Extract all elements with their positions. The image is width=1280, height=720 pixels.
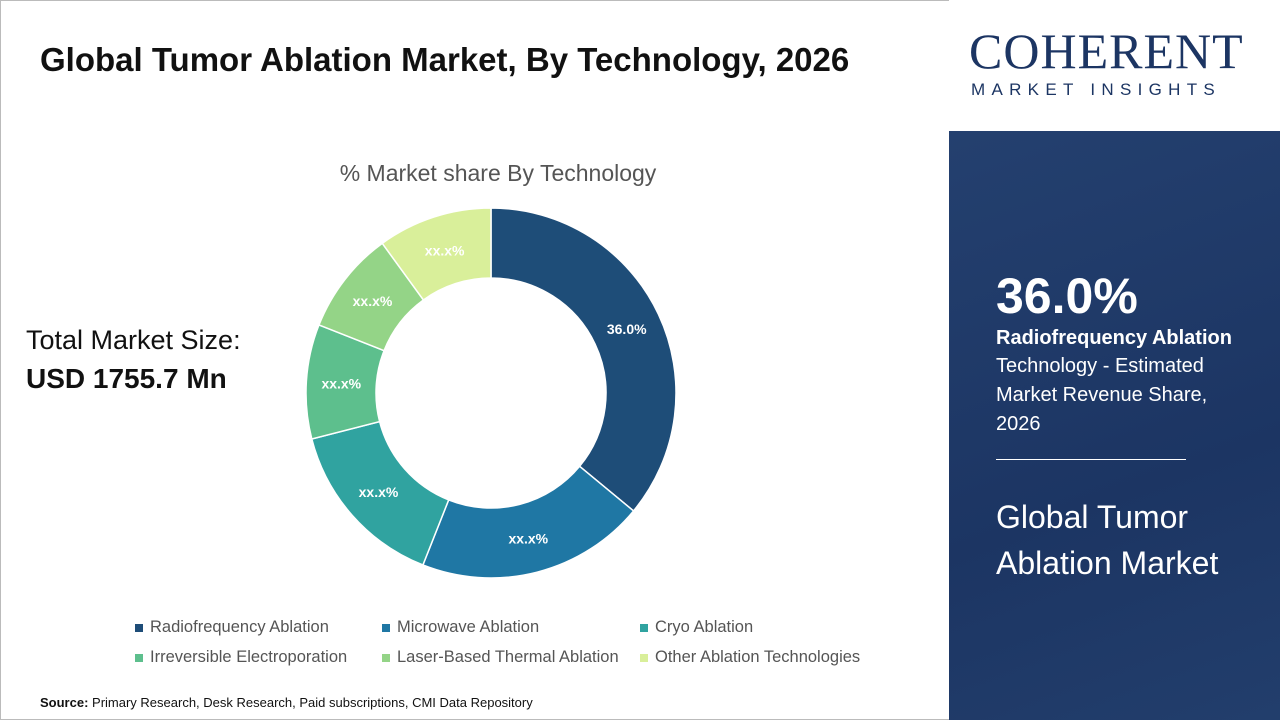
legend-swatch <box>382 653 390 662</box>
highlight-panel: 36.0% Radiofrequency Ablation Technology… <box>949 131 1280 720</box>
legend-item: Cryo Ablation <box>640 617 753 637</box>
source-label: Source: <box>40 695 89 710</box>
data-label: xx.x% <box>425 242 465 258</box>
legend-swatch <box>640 623 648 632</box>
legend-item: Radiofrequency Ablation <box>135 617 329 637</box>
chart-title: % Market share By Technology <box>339 160 657 186</box>
divider <box>996 459 1186 460</box>
slice-radiofrequency-ablation <box>490 207 677 512</box>
data-label: xx.x% <box>353 293 393 309</box>
slice-other-ablation-technologies <box>381 207 492 302</box>
legend-swatch <box>382 623 390 632</box>
legend-item: Irreversible Electroporation <box>135 647 347 667</box>
data-label: xx.x% <box>321 376 361 392</box>
legend-item: Microwave Ablation <box>382 617 539 637</box>
highlight-description: Technology - Estimated Market Revenue Sh… <box>996 355 1208 435</box>
side-panel: COHERENT MARKET INSIGHTS 36.0% Radiofreq… <box>949 0 1280 720</box>
source-note: Source: Primary Research, Desk Research,… <box>40 695 533 710</box>
data-label: xx.x% <box>508 530 548 546</box>
highlight-segment: Radiofrequency Ablation <box>996 327 1232 349</box>
data-label: 36.0% <box>607 321 647 337</box>
legend-item: Laser-Based Thermal Ablation <box>382 647 619 667</box>
source-text: Primary Research, Desk Research, Paid su… <box>88 695 533 710</box>
donut-chart: 36.0% xx.x% xx.x% xx.x% xx.x% xx.x% <box>305 207 677 579</box>
legend-label: Microwave Ablation <box>397 618 540 636</box>
legend-item: Other Ablation Technologies <box>640 647 860 667</box>
total-market-value: USD 1755.7 Mn <box>26 363 227 394</box>
logo: COHERENT <box>969 23 1244 79</box>
total-market-label: Total Market Size: <box>26 325 241 355</box>
page-title: Global Tumor Ablation Market, By Technol… <box>40 41 850 78</box>
legend-label: Radiofrequency Ablation <box>150 618 329 636</box>
legend-swatch <box>135 623 143 632</box>
data-label: xx.x% <box>359 484 399 500</box>
legend-label: Irreversible Electroporation <box>150 648 348 666</box>
logo-tagline: MARKET INSIGHTS <box>971 80 1222 99</box>
legend-label: Laser-Based Thermal Ablation <box>397 648 619 666</box>
market-name: Global Tumor Ablation Market <box>996 499 1219 581</box>
legend-swatch <box>135 653 143 662</box>
highlight-value: 36.0% <box>996 268 1138 324</box>
legend-label: Other Ablation Technologies <box>655 648 861 666</box>
legend-label: Cryo Ablation <box>655 618 754 636</box>
legend-swatch <box>640 653 648 662</box>
